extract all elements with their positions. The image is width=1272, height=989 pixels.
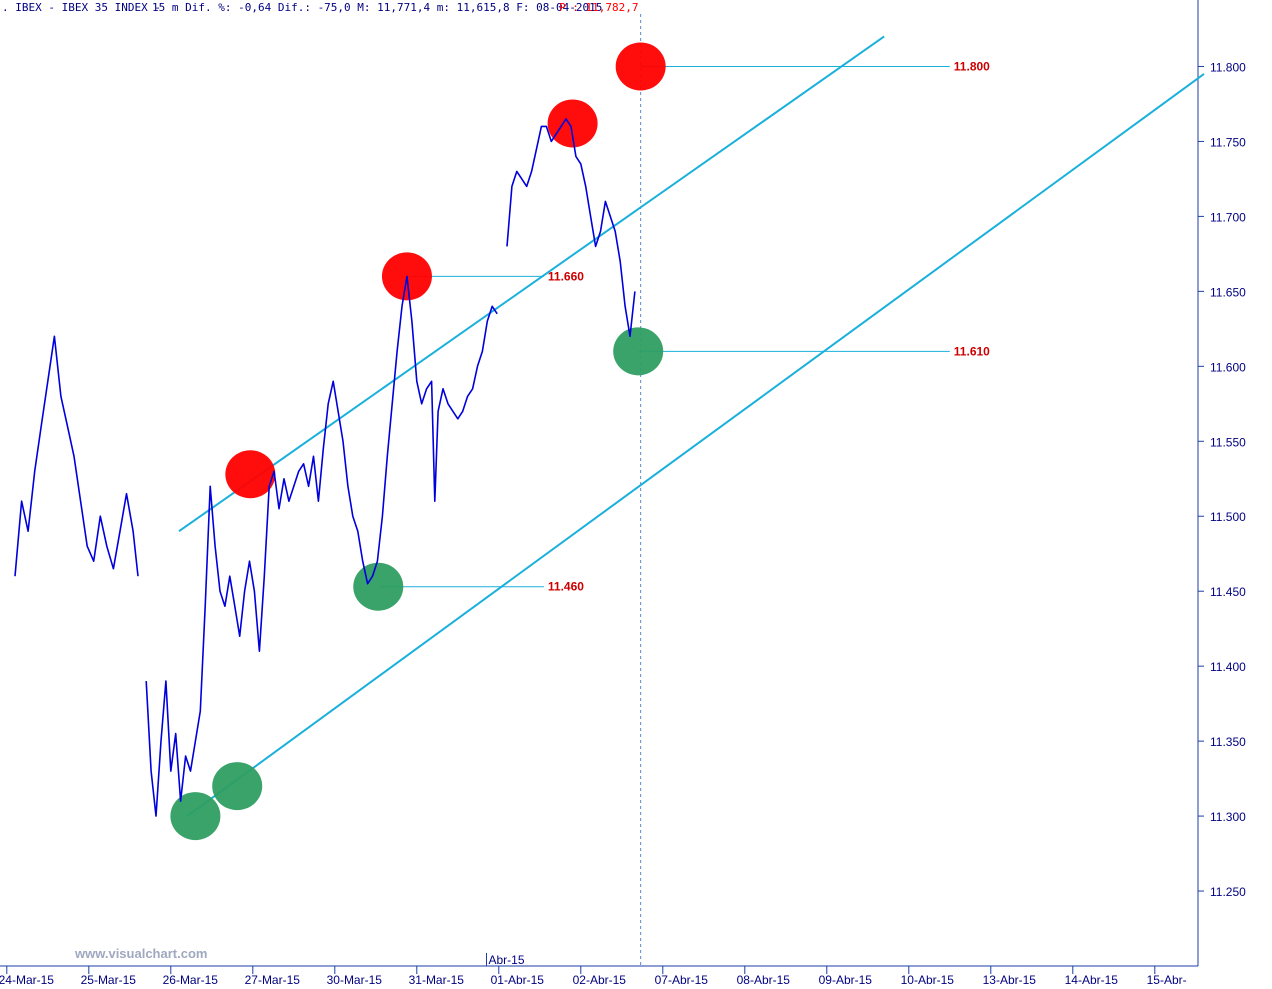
x-axis-ticks: 24-Mar-15 25-Mar-15 26-Mar-15 27-Mar-15 30-M…: [0, 953, 1187, 987]
channel-upper-line: [178, 35, 885, 533]
level-label: 11.610: [954, 344, 990, 358]
month-label: Abr-15: [489, 953, 525, 967]
y-tick-label: 11.250: [1210, 885, 1246, 899]
x-tick-label: 07-Abr-15: [655, 973, 709, 987]
y-tick-label: 11.300: [1210, 810, 1246, 824]
level-label: 11.800: [954, 59, 990, 73]
y-tick-label: 11.500: [1210, 510, 1246, 524]
header-bar: [0, 0, 1198, 15]
level-label: 11.460: [548, 580, 584, 594]
x-tick-label: 01-Abr-15: [491, 973, 545, 987]
x-tick-label: 24-Mar-15: [0, 973, 54, 987]
resistance-marker: [615, 42, 666, 91]
support-marker: [613, 327, 664, 376]
trend-channel: [178, 35, 1205, 817]
y-tick-label: 11.750: [1210, 135, 1246, 149]
channel-lower-line: [186, 73, 1205, 817]
x-tick-label: 15-Abr-: [1147, 973, 1187, 987]
header-price-label: P : 11,782,7: [559, 1, 638, 14]
x-tick-label: 10-Abr-15: [901, 973, 955, 987]
x-tick-label: 27-Mar-15: [245, 973, 301, 987]
level-label: 11.660: [548, 269, 584, 283]
y-axis-ticks: 11.250 11.300 11.350 11.400 11.450 11.500 11.5…: [1198, 60, 1246, 899]
y-tick-label: 11.650: [1210, 285, 1246, 299]
y-tick-label: 11.600: [1210, 360, 1246, 374]
x-tick-label: 31-Mar-15: [409, 973, 465, 987]
support-marker: [212, 762, 263, 811]
y-tick-label: 11.800: [1210, 60, 1246, 74]
watermark: www.visualchart.com: [74, 946, 207, 961]
x-tick-label: 26-Mar-15: [163, 973, 219, 987]
header-stats: 15 m Dif. %: -0,64 Dif.: -75,0 M: 11,771…: [152, 1, 602, 14]
x-tick-label: 30-Mar-15: [327, 973, 383, 987]
x-tick-label: 08-Abr-15: [737, 973, 791, 987]
y-tick-label: 11.450: [1210, 585, 1246, 599]
support-marker: [170, 792, 221, 841]
resistance-marker: [547, 99, 598, 148]
price-series-line: [14, 118, 636, 817]
x-tick-label: 02-Abr-15: [573, 973, 627, 987]
pivot-markers: [170, 42, 666, 841]
header-instrument: . IBEX - IBEX 35 INDEX -: [2, 1, 161, 14]
support-marker: [353, 562, 404, 611]
x-tick-label: 14-Abr-15: [1065, 973, 1119, 987]
x-tick-label: 25-Mar-15: [81, 973, 137, 987]
y-tick-label: 11.700: [1210, 210, 1246, 224]
x-tick-label: 09-Abr-15: [819, 973, 873, 987]
x-tick-label: 13-Abr-15: [983, 973, 1037, 987]
price-levels: 11.460 11.660 11.800 11.610: [379, 59, 990, 594]
y-tick-label: 11.550: [1210, 435, 1246, 449]
resistance-marker: [225, 450, 276, 499]
y-tick-label: 11.350: [1210, 735, 1246, 749]
y-tick-label: 11.400: [1210, 660, 1246, 674]
